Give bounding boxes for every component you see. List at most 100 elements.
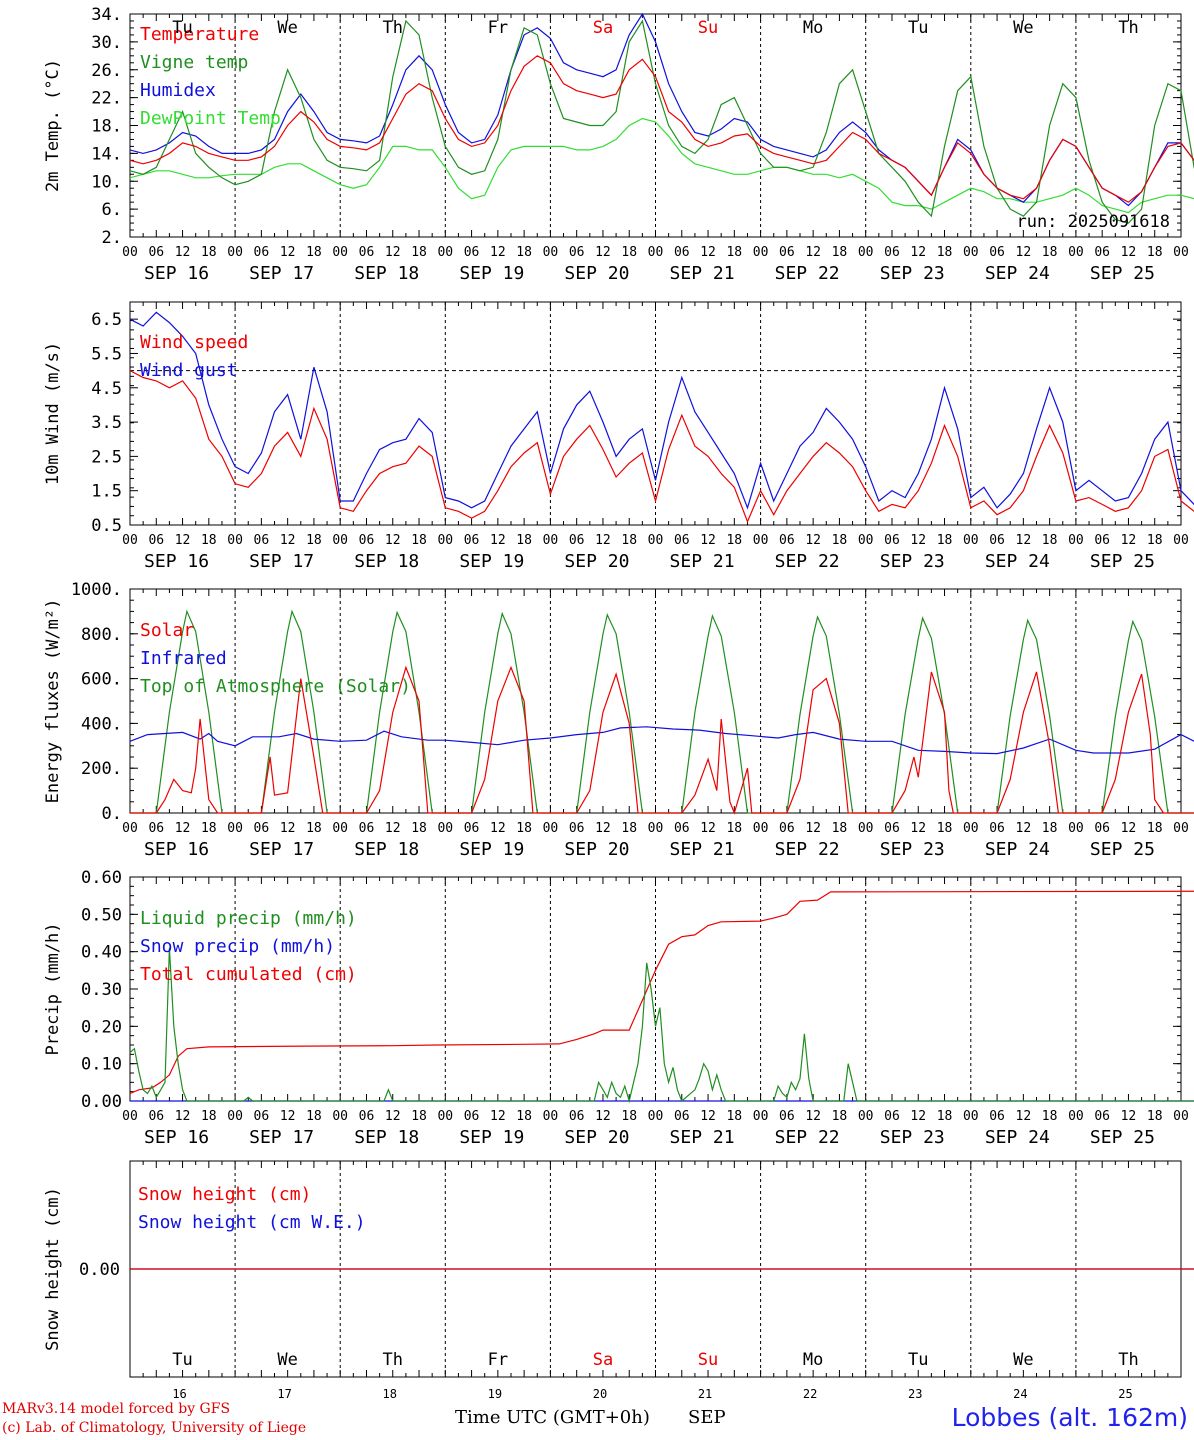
hour-label: 18: [832, 1109, 848, 1124]
series-liquid-precip-mm-h-: [129, 947, 1194, 1104]
hour-label: 06: [359, 245, 375, 260]
hour-label: 00: [122, 821, 138, 836]
hour-label: 18: [1042, 245, 1058, 260]
hour-label: 18: [1147, 821, 1163, 836]
hour-label: 00: [227, 245, 243, 260]
date-label: SEP 22: [775, 1127, 840, 1148]
hour-label: 06: [148, 533, 164, 548]
y-tick-label: 6.5: [91, 310, 122, 330]
hour-label: 06: [254, 1109, 270, 1124]
weekday-label: Tu: [908, 1350, 928, 1370]
hour-label: 06: [1094, 821, 1110, 836]
hour-label: 06: [464, 533, 480, 548]
hour-label: 06: [254, 821, 270, 836]
weekday-label: Sa: [593, 1350, 613, 1370]
hour-label: 00: [963, 821, 979, 836]
date-number: 18: [383, 1387, 397, 1401]
date-label: SEP 25: [1090, 1127, 1155, 1148]
time-axis-month: SEP: [688, 1407, 726, 1428]
hour-label: 12: [280, 245, 296, 260]
date-label: SEP 22: [775, 263, 840, 284]
hour-label: 18: [201, 1109, 217, 1124]
date-label: SEP 17: [249, 551, 314, 572]
hour-label: 12: [280, 821, 296, 836]
y-tick-label: 200.: [81, 759, 122, 779]
y-tick-label: 3.5: [91, 413, 122, 433]
credit-model: MARv3.14 model forced by GFS: [2, 1401, 231, 1417]
weekday-label: Tu: [172, 1350, 192, 1370]
hour-label: 18: [726, 1109, 742, 1124]
hour-label: 00: [858, 533, 874, 548]
hour-label: 12: [700, 821, 716, 836]
legend-liquid-precip-mm-h-: Liquid precip (mm/h): [140, 908, 357, 929]
weekday-label: Sa: [593, 18, 613, 38]
hour-label: 00: [227, 1109, 243, 1124]
y-tick-label: 0.40: [81, 943, 122, 963]
y-tick-label: 1000.: [71, 580, 122, 600]
hour-label: 18: [832, 245, 848, 260]
legend-wind-gust: Wind gust: [140, 360, 238, 381]
hour-label: 00: [227, 533, 243, 548]
weekday-label: We: [277, 18, 297, 38]
hour-label: 00: [753, 245, 769, 260]
hour-label: 00: [858, 1109, 874, 1124]
series-wind-speed: [129, 370, 1194, 524]
hour-label: 00: [858, 821, 874, 836]
hour-label: 06: [674, 245, 690, 260]
hour-label: 12: [595, 1109, 611, 1124]
y-tick-label: 10.: [91, 172, 122, 192]
hour-label: 00: [227, 821, 243, 836]
hour-label: 06: [359, 821, 375, 836]
hour-label: 18: [937, 245, 953, 260]
hour-label: 18: [411, 821, 427, 836]
date-number: 20: [593, 1387, 607, 1401]
legend-solar: Solar: [140, 620, 194, 641]
hour-label: 00: [753, 821, 769, 836]
hour-label: 12: [700, 1109, 716, 1124]
date-label: SEP 21: [670, 551, 735, 572]
y-tick-label: 600.: [81, 670, 122, 690]
date-label: SEP 20: [564, 551, 629, 572]
date-label: SEP 24: [985, 1127, 1050, 1148]
hour-label: 06: [884, 245, 900, 260]
legend-vigne-temp: Vigne temp: [140, 52, 248, 73]
hour-label: 18: [1147, 1109, 1163, 1124]
date-label: SEP 23: [880, 1127, 945, 1148]
legend-dewpoint-temp: DewPoint Temp: [140, 108, 281, 129]
hour-label: 18: [201, 533, 217, 548]
hour-label: 12: [490, 821, 506, 836]
hour-label: 00: [1173, 821, 1189, 836]
hour-label: 12: [595, 533, 611, 548]
series-dewpoint-temp: [129, 117, 1194, 214]
hour-label: 06: [1094, 1109, 1110, 1124]
hour-label: 06: [569, 245, 585, 260]
date-label: SEP 22: [775, 551, 840, 572]
hour-label: 06: [148, 245, 164, 260]
hour-label: 12: [1121, 821, 1137, 836]
hour-label: 00: [648, 533, 664, 548]
hour-label: 12: [1016, 533, 1032, 548]
hour-label: 12: [910, 821, 926, 836]
hour-label: 18: [1147, 533, 1163, 548]
hour-label: 12: [280, 1109, 296, 1124]
hour-label: 18: [621, 245, 637, 260]
hour-label: 00: [437, 245, 453, 260]
date-label: SEP 25: [1090, 839, 1155, 860]
hour-label: 12: [595, 821, 611, 836]
date-number: 16: [172, 1387, 186, 1401]
hour-label: 00: [963, 533, 979, 548]
hour-label: 06: [989, 821, 1005, 836]
y-tick-label: 22.: [91, 89, 122, 109]
hour-label: 06: [674, 1109, 690, 1124]
date-label: SEP 19: [459, 1127, 524, 1148]
hour-label: 06: [1094, 245, 1110, 260]
legend-snow-height-cm-: Snow height (cm): [138, 1184, 311, 1205]
hour-label: 18: [516, 533, 532, 548]
date-label: SEP 20: [564, 839, 629, 860]
hour-label: 00: [122, 533, 138, 548]
hour-label: 18: [201, 821, 217, 836]
hour-label: 12: [175, 821, 191, 836]
legend-top-of-atmosphere-solar-: Top of Atmosphere (Solar): [140, 676, 411, 697]
series-infrared: [129, 726, 1194, 755]
